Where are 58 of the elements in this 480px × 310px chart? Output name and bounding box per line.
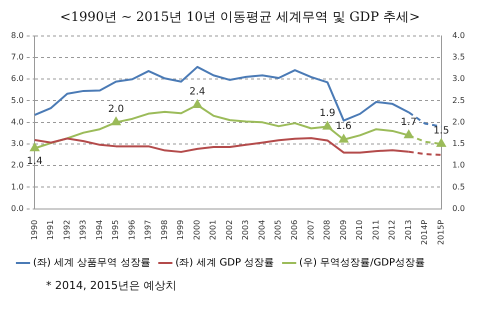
x-tick-label: 2003 <box>241 220 250 240</box>
x-tick-label: 1990 <box>30 220 39 240</box>
legend-label: (우) 무역성장률/GDP성장률 <box>299 258 425 269</box>
y-tick-label: 6.0 <box>10 74 24 84</box>
y-tick-label: 5.0 <box>10 96 24 105</box>
x-tick-label: 1991 <box>46 220 56 240</box>
y2-tick-label: 4.0 <box>452 30 466 40</box>
point <box>30 143 40 152</box>
y-tick-label: 2.0 <box>10 160 24 170</box>
data-label: 1.5 <box>433 126 450 137</box>
y2-tick-label: 3.0 <box>452 74 466 84</box>
x-tick-label: 1999 <box>176 220 186 240</box>
y-tick-label: 7.0 <box>10 52 24 62</box>
y2-tick-label: 2.5 <box>452 96 466 105</box>
y2-tick-label: 0.5 <box>452 182 466 192</box>
x-tick-label: 2012 <box>388 220 397 240</box>
y2-tick-label: 0.0 <box>452 204 466 213</box>
y2-tick-label: 3.5 <box>452 52 466 62</box>
data-label: 1.7 <box>400 116 417 128</box>
data-label: 1.9 <box>319 108 336 120</box>
x-tick-label: 2015P <box>436 220 446 246</box>
x-tick-label: 2005 <box>274 220 283 240</box>
y-tick-label: 0.0 <box>10 204 24 213</box>
x-tick-label: 2006 <box>290 220 299 240</box>
x-tick-label: 2004 <box>257 220 266 240</box>
data-label: 2.4 <box>189 86 206 98</box>
text: * 2014, 2015년은 예상치 <box>45 278 178 293</box>
legend-label: (좌) 세계 상품무역 성장률 <box>33 258 150 269</box>
data-label: 1.4 <box>26 156 43 167</box>
legend-label: (좌) 세계 GDP 성장률 <box>175 258 274 269</box>
x-tick-label: 2011 <box>371 220 380 240</box>
x-tick-label: 2007 <box>306 220 316 240</box>
y-tick-label: 3.0 <box>10 139 24 148</box>
y-tick-label: 1.0 <box>10 182 24 192</box>
x-tick-label: 1994 <box>94 220 104 240</box>
x-tick-label: 1995 <box>111 220 120 240</box>
x-tick-label: 2001 <box>208 220 218 240</box>
x-tick-label: 1997 <box>144 220 153 240</box>
x-tick-label: 1996 <box>127 220 136 240</box>
point <box>436 138 446 147</box>
x-tick-label: 2013 <box>404 220 413 240</box>
x-tick-label: 1992 <box>62 220 72 240</box>
y-tick-label: 4.0 <box>10 117 24 126</box>
x-tick-label: 2010 <box>355 220 364 240</box>
x-tick-label: 2014P <box>420 220 430 246</box>
y2-tick-label: 2.0 <box>452 117 466 126</box>
x-tick-label: 1993 <box>78 220 88 240</box>
data-label: 2.0 <box>108 104 124 115</box>
y2-tick-label: 1.5 <box>452 139 466 148</box>
x-tick-label: 2002 <box>224 220 234 240</box>
x-tick-label: 2009 <box>338 220 348 240</box>
y-tick-label: 8.0 <box>10 30 24 40</box>
data-label: 1.6 <box>336 121 352 132</box>
x-tick-label: 2000 <box>192 220 202 240</box>
chart-title: <1990년 ~ 2015년 10년 이동평균 세계무역 및 GDP 추세> <box>58 9 421 27</box>
x-tick-label: 2008 <box>322 220 332 240</box>
x-tick-label: 1998 <box>160 220 169 240</box>
y2-tick-label: 1.0 <box>452 160 466 170</box>
